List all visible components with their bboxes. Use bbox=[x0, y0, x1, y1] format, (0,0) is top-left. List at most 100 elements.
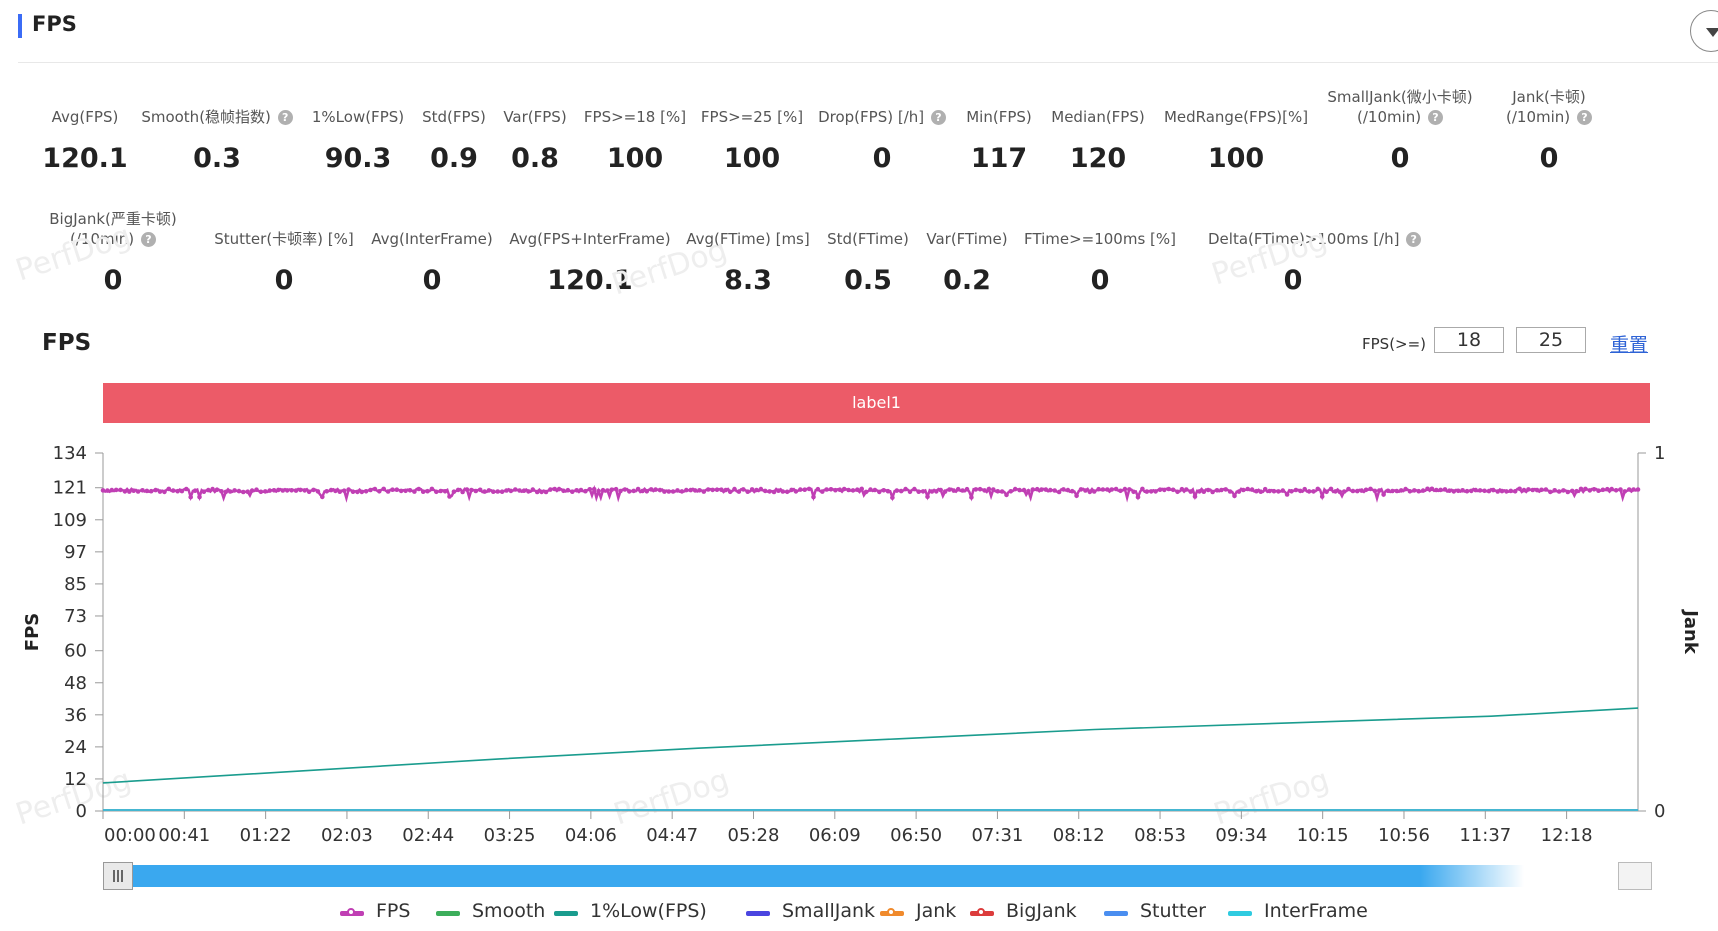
fps-point bbox=[1188, 489, 1193, 494]
fps-point bbox=[197, 494, 202, 500]
fps-point bbox=[561, 488, 566, 494]
fps-point bbox=[1306, 489, 1312, 494]
fps-point bbox=[148, 488, 154, 494]
stat-item: Avg(InterFrame) 0 bbox=[347, 229, 517, 296]
fps-point bbox=[855, 487, 860, 492]
fps-point bbox=[1368, 486, 1373, 492]
fps-point bbox=[407, 488, 413, 493]
fps-point bbox=[947, 487, 952, 492]
legend-swatch bbox=[970, 908, 994, 916]
fps-point bbox=[333, 488, 338, 494]
fps-point bbox=[1512, 489, 1518, 494]
stat-value: 90.3 bbox=[324, 143, 392, 174]
fps-point bbox=[1056, 489, 1062, 495]
fps-point bbox=[1390, 488, 1395, 494]
fps-point bbox=[1249, 487, 1255, 492]
fps-point bbox=[521, 488, 527, 493]
fps-point bbox=[460, 489, 465, 495]
fps-point bbox=[991, 487, 996, 492]
stat-value: 100 bbox=[606, 143, 664, 174]
fps-point bbox=[938, 487, 943, 493]
fps-point bbox=[258, 489, 264, 495]
stat-label: FPS>=18 [%] bbox=[583, 108, 687, 126]
fps-point bbox=[1451, 489, 1457, 494]
fps-point bbox=[1091, 489, 1097, 494]
fps-point bbox=[1227, 489, 1233, 494]
threshold-input-2[interactable] bbox=[1516, 327, 1586, 353]
x-tick-label: 10:56 bbox=[1378, 825, 1430, 846]
stat-item: Delta(FTime)>100ms [/h] ? 0 bbox=[1208, 229, 1422, 296]
threshold-input-1[interactable] bbox=[1434, 327, 1504, 353]
fps-point bbox=[714, 487, 720, 492]
fps-point bbox=[1455, 488, 1461, 494]
help-icon[interactable]: ? bbox=[1576, 110, 1592, 125]
fps-point bbox=[271, 488, 277, 493]
fps-point bbox=[841, 486, 847, 492]
fps-point bbox=[903, 486, 908, 492]
stat-label: Std(FTime) bbox=[827, 230, 909, 248]
divider bbox=[18, 62, 1718, 63]
fps-point bbox=[1262, 486, 1268, 492]
fps-point bbox=[122, 489, 128, 494]
fps-point bbox=[657, 487, 663, 493]
help-icon[interactable]: ? bbox=[930, 110, 946, 125]
stat-label: Avg(FTime) [ms] bbox=[686, 230, 810, 248]
scrollbar-handle-left[interactable] bbox=[103, 862, 133, 890]
fps-point bbox=[1420, 488, 1426, 493]
timeline-scrollbar[interactable] bbox=[105, 865, 1650, 887]
y-right-tick-label: 1 bbox=[1654, 443, 1665, 464]
stat-label: Std(FPS) bbox=[422, 108, 486, 126]
fps-point bbox=[1565, 489, 1571, 495]
fps-point bbox=[1631, 487, 1636, 492]
help-icon[interactable]: ? bbox=[1427, 110, 1443, 125]
fps-point bbox=[1508, 488, 1514, 494]
fps-point bbox=[1148, 489, 1154, 494]
label-band[interactable]: label1 bbox=[103, 383, 1650, 423]
fps-point bbox=[754, 487, 759, 493]
fps-point bbox=[1052, 488, 1057, 493]
fps-point bbox=[1447, 488, 1452, 493]
fps-point bbox=[1543, 487, 1549, 492]
fps-point bbox=[306, 489, 312, 495]
fps-point bbox=[552, 486, 557, 492]
fps-point bbox=[1434, 487, 1439, 493]
fps-point bbox=[1526, 487, 1531, 492]
scrollbar-handle-right[interactable] bbox=[1618, 862, 1652, 890]
help-icon[interactable]: ? bbox=[277, 110, 293, 125]
fps-point bbox=[153, 487, 158, 493]
low1-series-line bbox=[102, 707, 1639, 784]
fps-point bbox=[491, 489, 496, 494]
fps-point bbox=[1372, 488, 1378, 494]
fps-point bbox=[1398, 488, 1404, 493]
fps-point bbox=[1105, 487, 1110, 492]
fps-point bbox=[1613, 488, 1619, 493]
fps-point bbox=[1425, 486, 1430, 492]
collapse-button[interactable] bbox=[1690, 10, 1718, 52]
fps-point bbox=[684, 487, 689, 493]
fps-point bbox=[1328, 486, 1334, 492]
fps-point bbox=[1622, 489, 1628, 494]
legend-label: SmallJank bbox=[782, 900, 876, 922]
fps-point bbox=[1407, 489, 1413, 494]
help-icon[interactable]: ? bbox=[140, 232, 156, 247]
fps-point bbox=[776, 488, 781, 493]
fps-point bbox=[986, 486, 992, 492]
stat-value: 0 bbox=[1283, 265, 1303, 296]
fps-point bbox=[885, 488, 891, 494]
fps-point bbox=[1236, 489, 1242, 494]
fps-point bbox=[1012, 486, 1018, 492]
fps-point bbox=[1179, 486, 1185, 492]
fps-point bbox=[587, 487, 593, 492]
help-icon[interactable]: ? bbox=[1406, 232, 1422, 247]
stat-label: Median(FPS) bbox=[1051, 108, 1145, 126]
stat-label-unit: (/10min) ? bbox=[28, 229, 198, 249]
fps-point bbox=[390, 487, 395, 492]
x-tick-label: 08:12 bbox=[1053, 825, 1105, 846]
fps-point bbox=[898, 488, 904, 494]
reset-link[interactable]: 重置 bbox=[1610, 334, 1649, 356]
fps-point bbox=[1205, 487, 1211, 493]
fps-point bbox=[1109, 487, 1114, 492]
fps-point bbox=[429, 486, 435, 492]
fps-point bbox=[574, 488, 579, 493]
fps-point bbox=[1271, 488, 1277, 494]
